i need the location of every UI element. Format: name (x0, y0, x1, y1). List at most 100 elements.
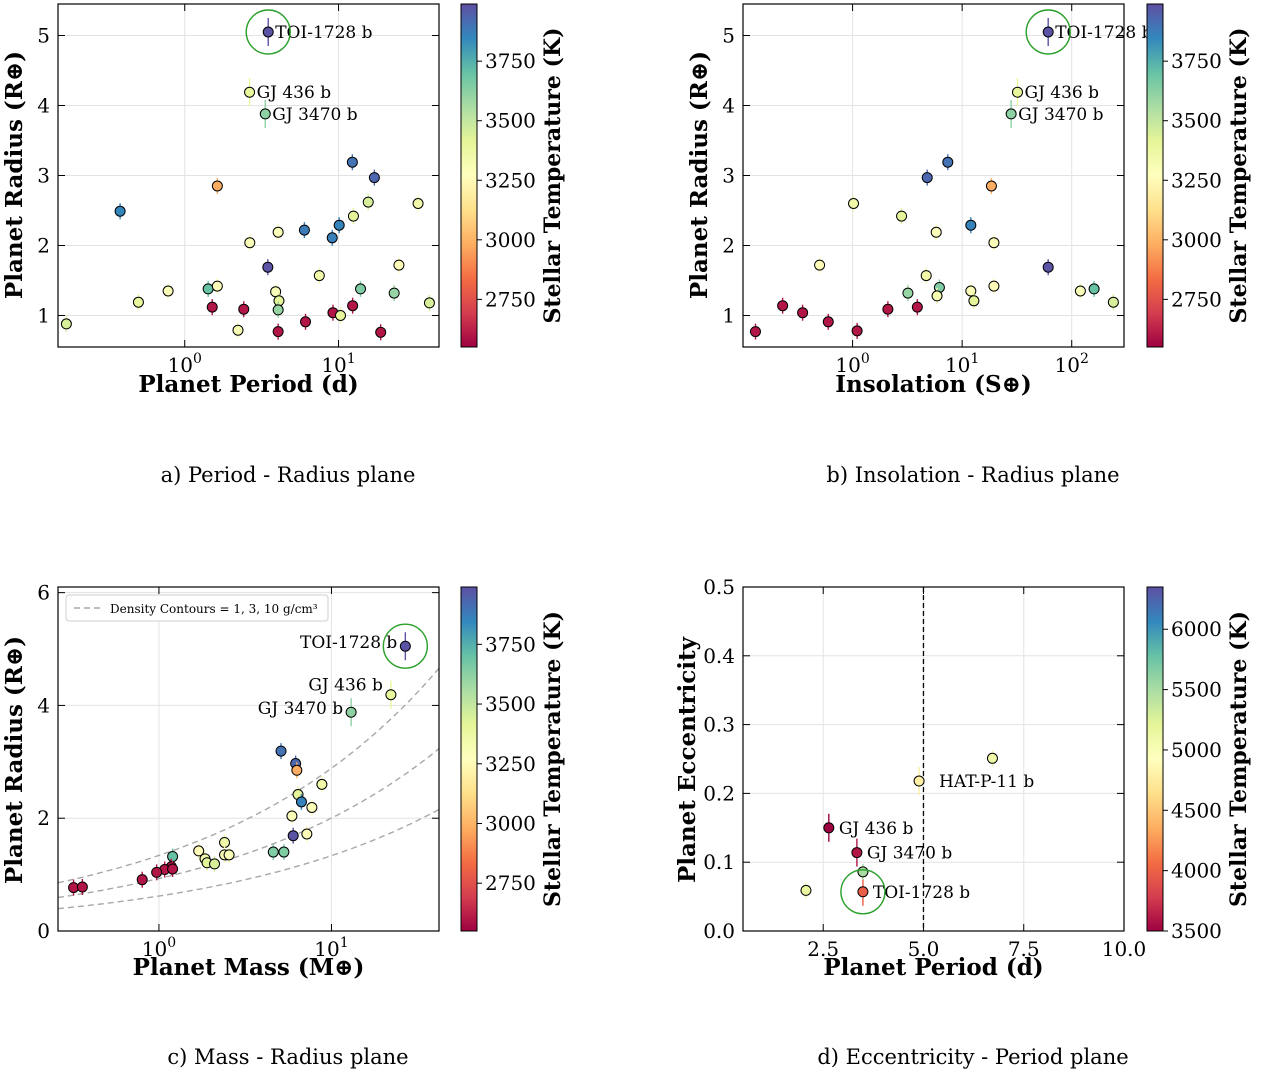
x-tick-label: 10.0 (1102, 937, 1147, 961)
legend: Density Contours = 1, 3, 10 g/cm³ (65, 594, 329, 622)
data-point (136, 874, 148, 886)
y-tick-label: 3 (37, 164, 50, 188)
x-tick-label: 2.5 (807, 937, 839, 961)
data-point (857, 866, 869, 878)
annotation: TOI-1728 b (300, 633, 397, 653)
data-point (316, 778, 328, 790)
data-point (1088, 283, 1100, 295)
colorbar (460, 586, 478, 932)
data-point (882, 303, 894, 315)
y-tick-label: 3 (722, 164, 735, 188)
y-axis-label: Planet Radius (R⊕) (686, 51, 713, 299)
colorbar-tick-label: 3000 (1171, 228, 1222, 252)
colorbar-tick-label: 3250 (485, 752, 536, 776)
colorbar-label: Stellar Temperature (K) (1226, 611, 1252, 907)
annotation: HAT-P-11 b (939, 772, 1034, 792)
data-point (375, 326, 387, 338)
colorbar-tick-label: 5000 (1171, 738, 1222, 762)
data-point (298, 224, 310, 236)
chart-mass-radius: Density Contours = 1, 3, 10 g/cm³ TOI-172… (1, 581, 566, 981)
data-point (347, 210, 359, 222)
data-point (286, 810, 298, 822)
data-point (393, 259, 405, 271)
density-contour (57, 748, 440, 899)
y-tick-label: 5 (37, 24, 50, 48)
y-tick-label: 4 (722, 94, 735, 118)
data-point (287, 830, 299, 842)
y-tick-label: 0.0 (703, 919, 735, 943)
data-point (223, 849, 235, 861)
data-point (965, 219, 977, 231)
x-tick-label: 102 (1055, 351, 1089, 377)
annotation: GJ 436 b (308, 676, 383, 696)
y-axis-label: Planet Radius (R⊕) (1, 636, 28, 884)
colorbar-tick-label: 4500 (1171, 798, 1222, 822)
data-point (193, 845, 205, 857)
colorbar-tick-label: 2750 (485, 871, 536, 895)
colorbar-tick-label: 3750 (485, 49, 536, 73)
data-point (968, 295, 980, 307)
data-point (988, 280, 1000, 292)
highlight-circle (840, 869, 886, 915)
data-point (346, 156, 358, 168)
data-point (368, 172, 380, 184)
data-point (300, 316, 312, 328)
data-point (291, 764, 303, 776)
x-axis-label: Planet Period (d) (823, 954, 1043, 981)
density-contour (57, 667, 440, 884)
data-point (272, 226, 284, 238)
colorbar-tick-label: 5500 (1171, 678, 1222, 702)
data-point (777, 300, 789, 312)
data-point (333, 219, 345, 231)
data-point (931, 290, 943, 302)
data-point (1005, 108, 1017, 120)
data-point (1011, 86, 1023, 98)
points (749, 18, 1119, 340)
legend-text: Density Contours = 1, 3, 10 g/cm³ (110, 602, 318, 616)
colorbar-tick-label: 3000 (485, 812, 536, 836)
data-point (388, 287, 400, 299)
colorbar-tick-label: 3250 (485, 168, 536, 192)
data-point (749, 326, 761, 338)
colorbar-tick-label: 3750 (485, 632, 536, 656)
highlight-circle (382, 623, 429, 669)
data-point (1107, 296, 1119, 308)
data-point (114, 205, 126, 217)
y-axis-label: Planet Radius (R⊕) (1, 51, 28, 299)
data-point (151, 866, 163, 878)
annotation: GJ 436 b (257, 83, 332, 103)
colorbar-tick-label: 2750 (1171, 287, 1222, 311)
y-axis-label: Planet Eccentricity (674, 636, 701, 883)
data-point (335, 310, 347, 321)
y-tick-label: 6 (37, 581, 50, 605)
data-point (942, 156, 954, 168)
points (68, 632, 411, 896)
x-axis-label: Insolation (S⊕) (835, 371, 1032, 398)
annotation: GJ 436 b (1024, 83, 1099, 103)
data-point (857, 886, 869, 898)
y-tick-label: 0 (37, 919, 50, 943)
data-point (232, 324, 244, 336)
colorbar-tick-label: 6000 (1171, 617, 1222, 641)
data-point (930, 226, 942, 238)
data-point (848, 198, 860, 209)
colorbar-tick-label: 3500 (485, 109, 536, 133)
axes-frame (742, 586, 1125, 932)
data-point (355, 283, 367, 295)
colorbar-label: Stellar Temperature (K) (1226, 28, 1252, 324)
caption-d: d) Eccentricity - Period plane (817, 1045, 1128, 1069)
data-point (913, 775, 925, 787)
y-tick-label: 0.5 (703, 575, 735, 599)
chart-eccentricity-period: GJ 436 b GJ 3470 b TOI-1728 b HAT-P-11 b 2.5… (674, 575, 1252, 981)
data-point (306, 801, 318, 813)
data-point (275, 745, 287, 757)
highlight-circle (245, 9, 291, 55)
data-point (259, 108, 271, 120)
data-point (244, 86, 256, 98)
data-point (167, 851, 179, 863)
colorbar (460, 3, 478, 348)
y-tick-label: 2 (37, 806, 50, 830)
caption-c: c) Mass - Radius plane (167, 1045, 408, 1069)
